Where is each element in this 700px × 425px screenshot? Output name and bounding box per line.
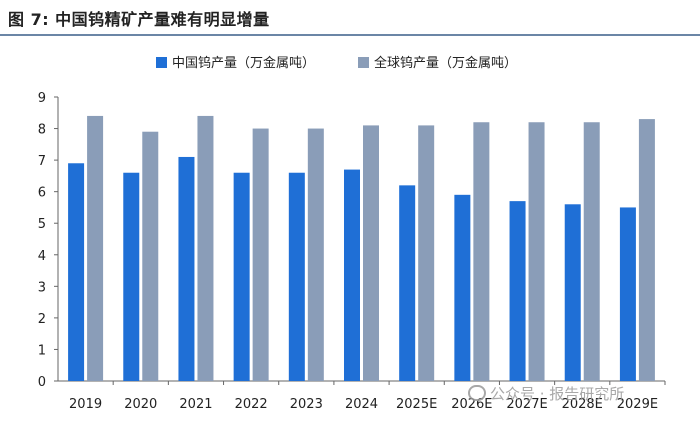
x-tick-label: 2023 — [290, 397, 323, 412]
y-tick-label: 9 — [38, 91, 46, 106]
title-divider — [0, 34, 700, 36]
bar-global-2021 — [197, 115, 214, 381]
bar-china-2020 — [123, 172, 140, 381]
y-tick-label: 6 — [38, 186, 46, 201]
watermark-text: 公众号 · 报告研究所 — [490, 385, 625, 403]
legend-swatch-2 — [358, 57, 369, 68]
x-tick-label: 2019 — [69, 397, 102, 412]
y-tick-label: 3 — [38, 280, 46, 295]
x-tick-label: 2024 — [345, 397, 378, 412]
bar-china-2022 — [233, 172, 250, 381]
y-tick-label: 2 — [38, 312, 46, 327]
figure-title: 图 7: 中国钨精矿产量难有明显增量 — [8, 10, 270, 29]
bars — [68, 115, 655, 382]
bar-china-2028E — [564, 204, 581, 381]
bar-global-2028E — [583, 122, 600, 381]
watermark: 公众号 · 报告研究所 — [468, 383, 624, 404]
bar-global-2024 — [363, 125, 379, 382]
bar-china-2023 — [288, 172, 305, 381]
bar-global-2026E — [473, 122, 490, 381]
wechat-icon — [468, 385, 486, 401]
bar-china-2027E — [509, 201, 526, 381]
bar-global-2023 — [307, 128, 324, 381]
x-tick-label: 2029E — [617, 397, 658, 412]
bar-global-2022 — [252, 128, 269, 381]
x-tick-label: 2027E — [506, 397, 547, 412]
x-tick-label: 2025E — [396, 397, 437, 412]
y-tick-label: 1 — [38, 343, 46, 358]
y-tick-label: 5 — [38, 217, 46, 232]
bar-china-2019 — [68, 163, 85, 381]
bar-global-2020 — [142, 131, 159, 381]
x-tick-label: 2021 — [179, 397, 212, 412]
x-tick-label: 2022 — [235, 397, 268, 412]
bar-global-2029E — [638, 119, 655, 381]
y-tick-label: 0 — [38, 375, 46, 390]
bar-global-2027E — [528, 122, 545, 381]
x-tick-label: 2028E — [562, 397, 603, 412]
x-tick-label: 2026E — [451, 397, 492, 412]
bar-global-2025E — [418, 125, 435, 382]
bar-china-2024 — [344, 169, 360, 381]
legend-label-2: 全球钨产量（万金属吨） — [374, 55, 517, 71]
axes: 0 1 2 3 4 5 6 7 8 9 2019 2020 2021 2022 2023 2024 2025E 2… — [38, 91, 666, 412]
x-tick-label: 2020 — [124, 397, 157, 412]
y-tick-label: 4 — [38, 249, 46, 264]
y-tick-label: 7 — [38, 154, 46, 169]
legend-swatch-1 — [156, 57, 167, 68]
legend-label-1: 中国钨产量（万金属吨） — [172, 55, 315, 71]
bar-global-2019 — [87, 115, 104, 381]
bar-china-2021 — [178, 156, 195, 381]
y-tick-label: 8 — [38, 123, 46, 138]
bar-china-2025E — [399, 185, 416, 381]
legend: 中国钨产量（万金属吨） 全球钨产量（万金属吨） — [156, 55, 517, 71]
bar-china-2026E — [454, 194, 471, 381]
bar-china-2029E — [619, 207, 636, 381]
